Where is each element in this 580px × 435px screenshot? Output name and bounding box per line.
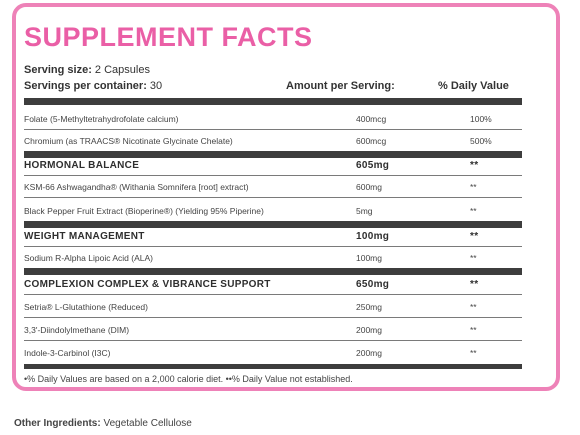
- ingredient-name: Black Pepper Fruit Extract (Bioperine®) …: [24, 206, 264, 216]
- column-header-amount: Amount per Serving:: [286, 80, 395, 92]
- servings-value: 30: [146, 80, 163, 92]
- ingredient-daily-value: **: [470, 253, 477, 263]
- footer-rule: [24, 364, 522, 369]
- row-divider: [24, 317, 522, 318]
- section-amount: 605mg: [356, 160, 390, 171]
- section-rule: [24, 151, 522, 158]
- row-divider: [24, 246, 522, 247]
- section-daily-value: **: [470, 231, 479, 242]
- ingredient-name: Sodium R-Alpha Lipoic Acid (ALA): [24, 253, 153, 263]
- row-divider: [24, 175, 522, 176]
- section-amount: 100mg: [356, 231, 390, 242]
- ingredient-name: Folate (5-Methyltetrahydrofolate calcium…: [24, 114, 179, 124]
- ingredient-name: Indole-3-Carbinol (I3C): [24, 348, 111, 358]
- servings-label: Servings per container:: [24, 80, 147, 92]
- ingredient-amount: 5mg: [356, 206, 373, 216]
- section-title: COMPLEXION COMPLEX & VIBRANCE SUPPORT: [24, 279, 271, 290]
- page-title: SUPPLEMENT FACTS: [24, 22, 313, 52]
- other-ingredients-value: Vegetable Cellulose: [100, 418, 192, 429]
- column-header-daily-value: % Daily Value: [438, 80, 509, 92]
- ingredient-name: Chromium (as TRAACS® Nicotinate Glycinat…: [24, 136, 233, 146]
- ingredient-daily-value: **: [470, 302, 477, 312]
- ingredient-amount: 100mg: [356, 253, 382, 263]
- ingredient-amount: 600mg: [356, 182, 382, 192]
- other-ingredients: Other Ingredients: Vegetable Cellulose: [14, 418, 192, 429]
- serving-size-value: 2 Capsules: [91, 64, 150, 76]
- row-divider: [24, 197, 522, 198]
- ingredient-daily-value: **: [470, 348, 477, 358]
- ingredient-name: Setria® L-Glutathione (Reduced): [24, 302, 148, 312]
- ingredient-amount: 600mcg: [356, 136, 387, 146]
- section-title: HORMONAL BALANCE: [24, 160, 140, 171]
- ingredient-daily-value: 500%: [470, 136, 492, 146]
- header-rule: [24, 98, 522, 105]
- serving-size-label: Serving size:: [24, 64, 92, 76]
- section-daily-value: **: [470, 160, 479, 171]
- ingredient-amount: 250mg: [356, 302, 382, 312]
- ingredient-amount: 200mg: [356, 325, 382, 335]
- ingredient-amount: 200mg: [356, 348, 382, 358]
- footnote: •% Daily Values are based on a 2,000 cal…: [24, 374, 353, 384]
- ingredient-daily-value: **: [470, 182, 477, 192]
- ingredient-name: KSM-66 Ashwagandha® (Withania Somnifera …: [24, 182, 249, 192]
- section-daily-value: **: [470, 279, 479, 290]
- servings-per-container: Servings per container: 30: [24, 80, 162, 92]
- ingredient-daily-value: **: [470, 325, 477, 335]
- serving-size: Serving size: 2 Capsules: [24, 64, 150, 76]
- section-title: WEIGHT MANAGEMENT: [24, 231, 145, 242]
- section-rule: [24, 221, 522, 228]
- row-divider: [24, 340, 522, 341]
- ingredient-amount: 400mcg: [356, 114, 387, 124]
- row-divider: [24, 129, 522, 130]
- ingredient-daily-value: 100%: [470, 114, 492, 124]
- section-amount: 650mg: [356, 279, 390, 290]
- row-divider: [24, 294, 522, 295]
- section-rule: [24, 268, 522, 275]
- other-ingredients-label: Other Ingredients:: [14, 418, 101, 429]
- ingredient-name: 3,3'-Diindolylmethane (DIM): [24, 325, 130, 335]
- ingredient-daily-value: **: [470, 206, 477, 216]
